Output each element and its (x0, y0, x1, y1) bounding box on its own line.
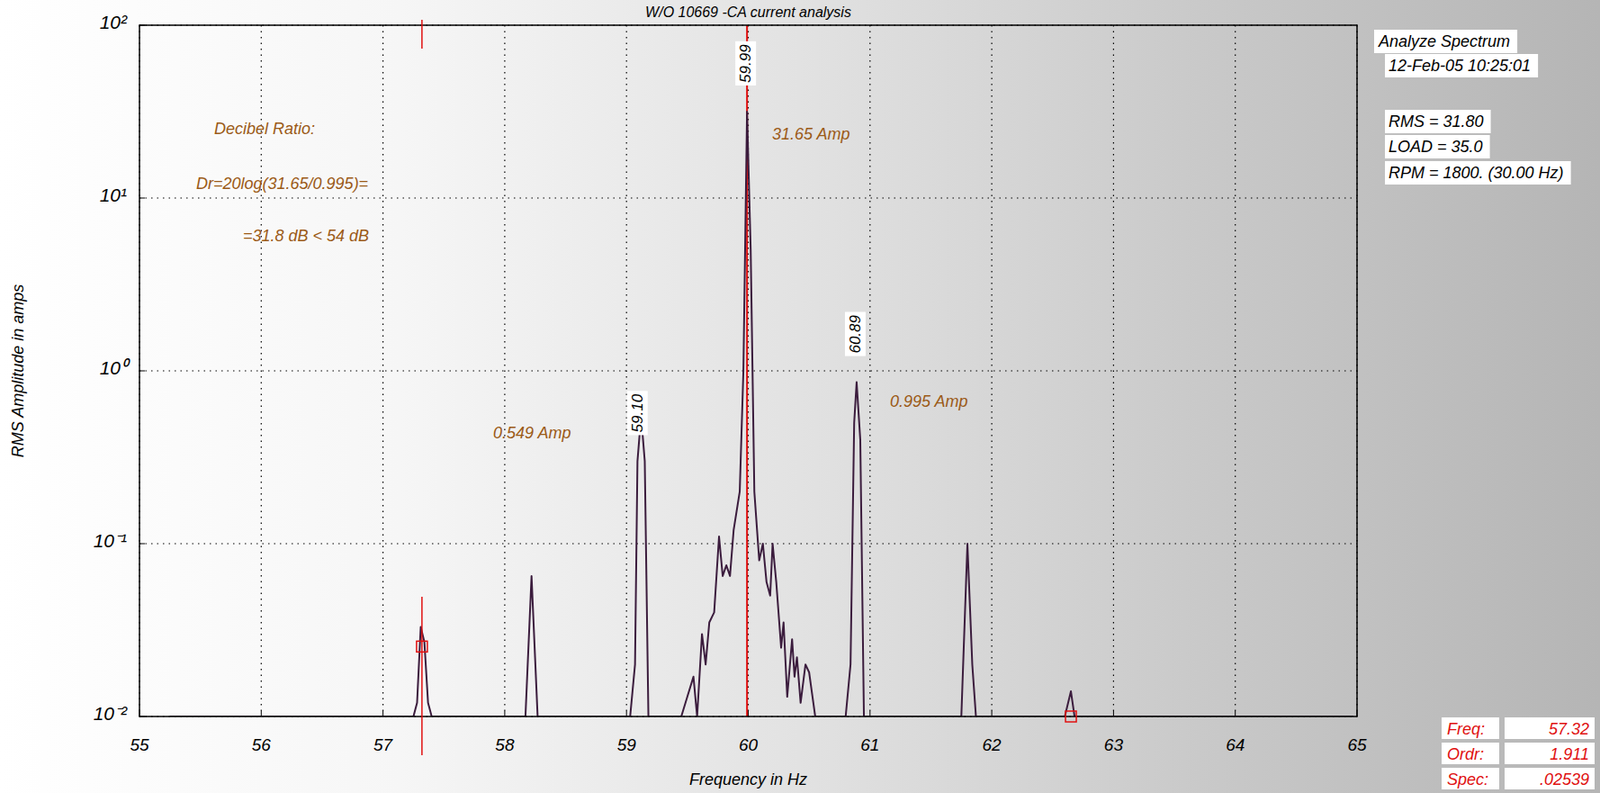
info-bg (1384, 161, 1572, 185)
readout-value: .02539 (1539, 770, 1590, 789)
cursor-marker (416, 640, 428, 652)
info-text: RMS = 31.80 (1388, 112, 1484, 131)
info-bg (1374, 29, 1518, 54)
x-tick-label: 58 (494, 735, 515, 755)
readout-row: Ordr: 1.911 (1441, 742, 1595, 765)
x-tick-label: 60 (738, 735, 759, 755)
peak-label-bg (844, 311, 866, 356)
y-tick-label: 10⁻² (93, 702, 128, 724)
grid-line (139, 197, 1358, 198)
readout-label: Freq: (1447, 719, 1485, 738)
annotation: =31.8 dB < 54 dB (242, 226, 369, 245)
peak-label-bg (627, 390, 648, 435)
annotation: 0.995 Amp (889, 392, 968, 411)
readout-value: 1.911 (1549, 745, 1590, 764)
y-tick-label: 10⁻¹ (93, 530, 127, 551)
plot-frame (139, 25, 1358, 717)
plot-area (170, 25, 1354, 717)
x-tick-label: 55 (129, 735, 150, 755)
readout-value: 57.32 (1548, 719, 1590, 738)
grid-line (1234, 25, 1236, 717)
peak-label: 60.89 (846, 314, 864, 353)
info-box: Analyze Spectrum (1374, 29, 1518, 54)
readout-bg (1504, 767, 1595, 790)
peak-label-group: 60.89 (844, 311, 866, 356)
tick (139, 197, 145, 199)
y-axis-title: RMS Amplitude in amps (8, 284, 27, 458)
readout-bg (1504, 717, 1595, 739)
info-box: 12-Feb-05 10:25:01 (1384, 53, 1538, 78)
info-bg (1384, 53, 1538, 78)
title: W/O 10669 -CA current analysis (645, 4, 852, 20)
x-tick-label: 65 (1347, 735, 1367, 755)
y-tick-label: 10² (99, 11, 128, 33)
readout-bg (1504, 742, 1595, 765)
grid-line (990, 25, 992, 717)
peak-label-group: 59.10 (627, 390, 648, 435)
x-axis-title: Frequency in Hz (689, 770, 808, 789)
x-tick-label: 59 (617, 735, 638, 755)
info-text: RPM = 1800. (30.00 Hz) (1388, 163, 1565, 182)
grid-line (382, 25, 384, 717)
info-text: LOAD = 35.0 (1388, 137, 1484, 156)
spectrum-line (170, 111, 1354, 717)
tick (747, 710, 749, 717)
peak-label: 59.10 (629, 393, 647, 432)
x-tick-label: 62 (982, 735, 1003, 755)
cursor-marker (1065, 710, 1077, 722)
info-box: RMS = 31.80 (1384, 109, 1492, 134)
grid-line (503, 25, 505, 717)
y-tick-label: 10⁰ (99, 357, 131, 378)
cursor-segment (421, 19, 423, 49)
info-text: 12-Feb-05 10:25:01 (1388, 56, 1531, 75)
peak-label: 59.99 (737, 44, 755, 83)
x-tick-label: 63 (1104, 735, 1124, 755)
y-tick-label: 10¹ (99, 184, 127, 206)
annotation: Dr=20log(31.65/0.995)= (196, 174, 369, 193)
peak-label-group: 59.99 (735, 41, 756, 86)
grid-line (139, 369, 1358, 371)
cursor-segment (421, 596, 423, 756)
grid-line (869, 25, 871, 717)
readout-bg (1441, 742, 1500, 765)
chart: W/O 10669 -CA current analysis 55 56 57 58 59… (0, 0, 1600, 793)
readout-label: Ordr: (1447, 745, 1484, 764)
grid-line (1113, 25, 1115, 717)
tick (139, 543, 145, 545)
x-tick-label: 56 (251, 735, 272, 755)
grid-line (139, 542, 1358, 544)
readout-row: Spec: .02539 (1441, 767, 1595, 790)
peak-label-bg (735, 41, 756, 86)
info-text: Analyze Spectrum (1377, 32, 1511, 51)
info-box: LOAD = 35.0 (1384, 134, 1491, 159)
info-box: RPM = 1800. (30.00 Hz) (1384, 161, 1572, 185)
readout-bg (1441, 717, 1500, 739)
info-bg (1384, 134, 1491, 159)
readout-bg (1441, 767, 1500, 790)
x-tick-label: 57 (373, 735, 395, 755)
x-tick-label: 64 (1225, 735, 1245, 755)
annotation: 31.65 Amp (772, 125, 850, 144)
annotation: 0.549 Amp (493, 423, 571, 442)
tick (139, 370, 145, 372)
info-bg (1384, 109, 1492, 134)
x-tick-label: 61 (860, 735, 880, 755)
readout-label: Spec: (1447, 770, 1489, 789)
annotation: Decibel Ratio: (214, 119, 315, 138)
readout-row: Freq: 57.32 (1441, 717, 1595, 739)
